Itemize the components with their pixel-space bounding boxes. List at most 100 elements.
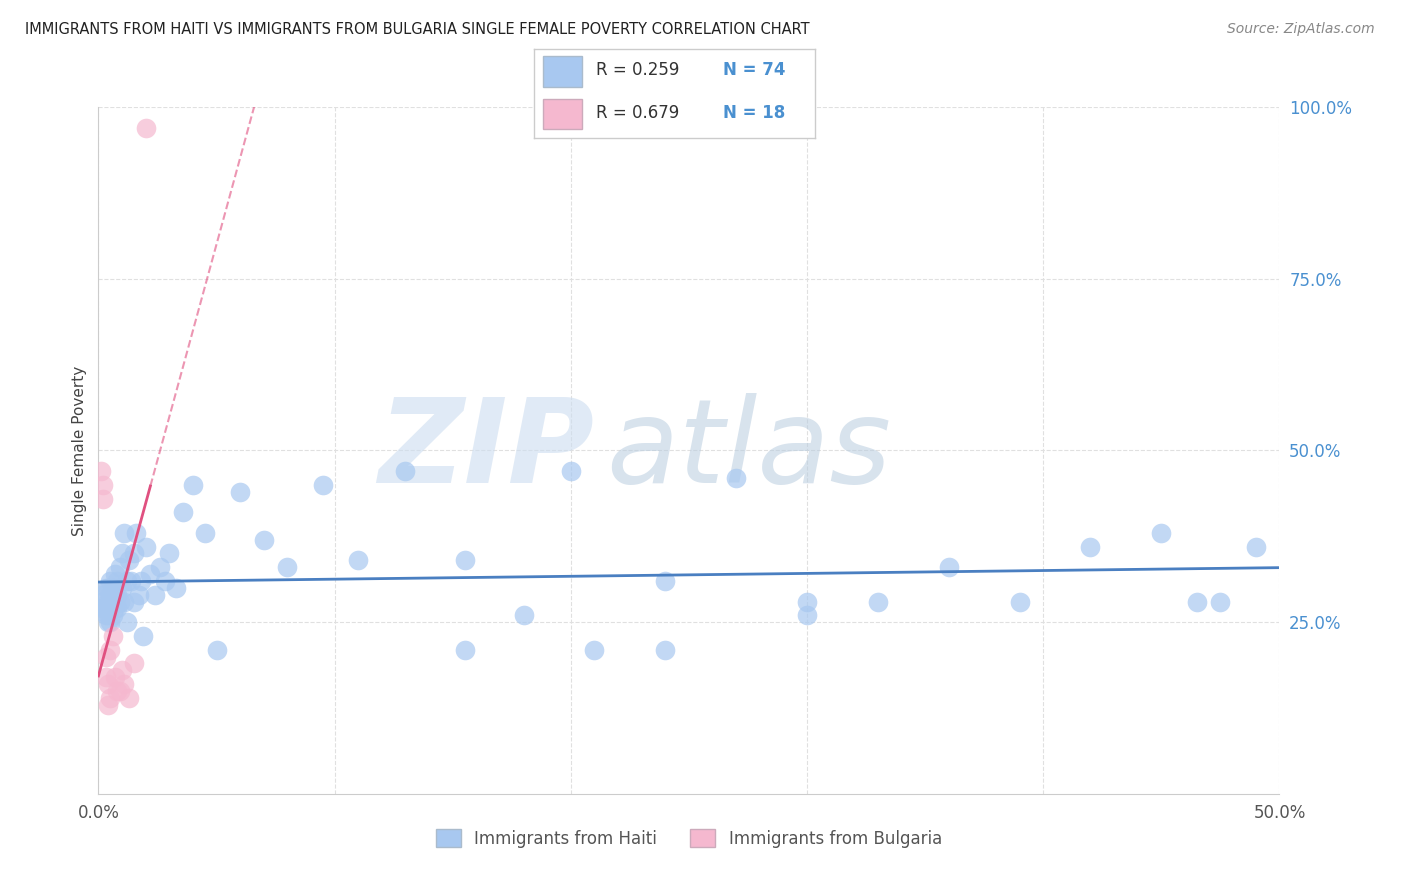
Point xyxy=(560,464,582,478)
Point xyxy=(108,683,131,698)
Point xyxy=(94,649,117,664)
Point xyxy=(104,601,127,615)
Point xyxy=(105,574,128,588)
FancyBboxPatch shape xyxy=(543,99,582,129)
Point xyxy=(122,546,145,561)
Point xyxy=(129,574,152,588)
Point xyxy=(725,471,748,485)
Point xyxy=(90,594,112,608)
Point xyxy=(97,677,120,691)
Point xyxy=(347,553,370,567)
Point xyxy=(139,567,162,582)
Point xyxy=(938,560,960,574)
Point xyxy=(229,484,252,499)
Point xyxy=(98,642,121,657)
Point xyxy=(796,608,818,623)
Point xyxy=(149,560,172,574)
Point xyxy=(276,560,298,574)
Point xyxy=(128,588,150,602)
Text: atlas: atlas xyxy=(606,393,891,508)
Point xyxy=(101,629,124,643)
Point xyxy=(111,663,134,677)
Point xyxy=(181,478,204,492)
Point xyxy=(91,478,114,492)
Point xyxy=(132,629,155,643)
Point xyxy=(1008,594,1031,608)
Point xyxy=(866,594,889,608)
Point xyxy=(94,601,117,615)
Point xyxy=(104,670,127,684)
Point xyxy=(91,491,114,506)
Point xyxy=(1244,540,1267,554)
Point xyxy=(1209,594,1232,608)
Point xyxy=(108,594,131,608)
Point xyxy=(105,601,128,615)
Point xyxy=(121,574,143,588)
Text: R = 0.259: R = 0.259 xyxy=(596,62,679,79)
Point xyxy=(1080,540,1102,554)
Point xyxy=(91,588,114,602)
Point xyxy=(94,581,117,595)
Point xyxy=(98,601,121,615)
Point xyxy=(143,588,166,602)
Point xyxy=(253,533,276,547)
Point xyxy=(94,670,117,684)
Point xyxy=(98,690,121,705)
Point xyxy=(97,698,120,712)
Point xyxy=(453,553,475,567)
Point xyxy=(112,677,135,691)
Point xyxy=(654,642,676,657)
Point xyxy=(105,683,128,698)
Point xyxy=(104,588,127,602)
Text: N = 18: N = 18 xyxy=(723,104,785,122)
Point xyxy=(583,642,606,657)
Point xyxy=(153,574,176,588)
Point xyxy=(118,553,141,567)
Point xyxy=(453,642,475,657)
Point xyxy=(97,581,120,595)
Point xyxy=(105,588,128,602)
Point xyxy=(112,525,135,540)
FancyBboxPatch shape xyxy=(543,56,582,87)
Point xyxy=(1185,594,1208,608)
Point xyxy=(135,120,157,135)
Point xyxy=(654,574,676,588)
Point xyxy=(796,594,818,608)
Point xyxy=(115,615,138,630)
Point xyxy=(172,505,194,519)
Point xyxy=(111,546,134,561)
Point xyxy=(98,574,121,588)
Point xyxy=(205,642,228,657)
Point xyxy=(111,581,134,595)
Point xyxy=(97,594,120,608)
Point xyxy=(512,608,534,623)
Point xyxy=(97,608,120,623)
Text: R = 0.679: R = 0.679 xyxy=(596,104,679,122)
Point xyxy=(135,540,157,554)
Point xyxy=(157,546,180,561)
Point xyxy=(122,594,145,608)
Point xyxy=(112,594,135,608)
Point xyxy=(1150,525,1173,540)
Point xyxy=(90,464,112,478)
Text: N = 74: N = 74 xyxy=(723,62,785,79)
Text: ZIP: ZIP xyxy=(378,393,595,508)
Point xyxy=(101,608,124,623)
Text: Source: ZipAtlas.com: Source: ZipAtlas.com xyxy=(1227,22,1375,37)
Point xyxy=(101,581,124,595)
Point xyxy=(101,594,124,608)
Point xyxy=(108,560,131,574)
Point xyxy=(98,615,121,630)
Point xyxy=(115,574,138,588)
Point xyxy=(312,478,335,492)
Y-axis label: Single Female Poverty: Single Female Poverty xyxy=(72,366,87,535)
Point xyxy=(97,615,120,630)
Point xyxy=(194,525,217,540)
Point xyxy=(118,690,141,705)
Point xyxy=(98,588,121,602)
Point xyxy=(122,657,145,671)
Point xyxy=(394,464,416,478)
Point xyxy=(104,567,127,582)
Point xyxy=(165,581,187,595)
Point xyxy=(91,601,114,615)
